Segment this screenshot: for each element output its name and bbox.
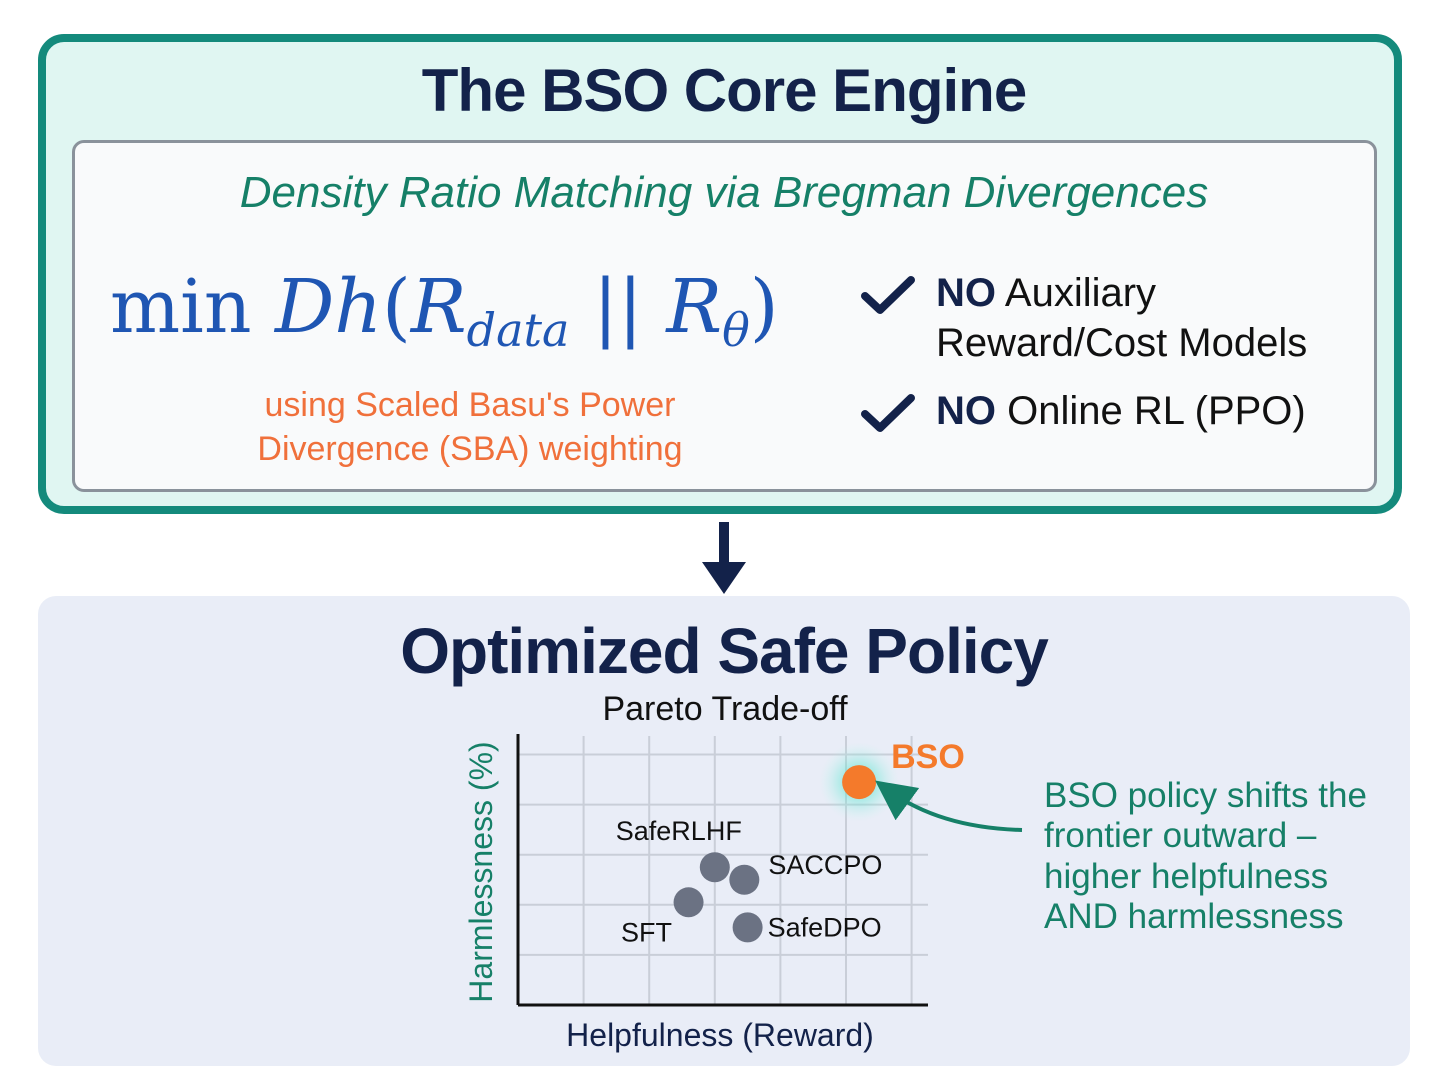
formula-r-theta: R	[666, 264, 723, 350]
formula-sub-theta: θ	[722, 302, 750, 357]
callout-text: BSO policy shifts the frontier outward –…	[1044, 776, 1367, 936]
chart-title: Pareto Trade-off	[602, 690, 848, 728]
down-arrow-icon	[702, 522, 746, 594]
formula-panel	[72, 140, 1377, 492]
formula-h: h	[334, 264, 383, 350]
engine-subtitle: Density Ratio Matching via Bregman Diver…	[239, 168, 1209, 217]
checkmark-icon	[861, 276, 915, 314]
objective-formula: min Dh(Rdata || Rθ)	[110, 270, 779, 353]
safe-policy-panel	[38, 596, 1410, 1066]
no-label: NO	[936, 389, 996, 433]
formula-note: using Scaled Basu's Power Divergence (SB…	[257, 386, 683, 468]
check-line-1: Online RL (PPO)	[1007, 389, 1306, 433]
formula-min: min	[110, 264, 252, 350]
formula-open-paren: (	[382, 264, 411, 350]
check-line-2: Reward/Cost Models	[936, 321, 1308, 365]
formula-r-data: R	[410, 264, 467, 350]
formula-close-paren: )	[749, 264, 779, 350]
policy-title: Optimized Safe Policy	[400, 615, 1049, 687]
check-text: NO Auxiliary Reward/Cost Models	[936, 268, 1307, 368]
check-line-1: Auxiliary	[1004, 271, 1157, 315]
formula-d: D	[275, 264, 335, 350]
formula-separator: ||	[592, 264, 643, 350]
check-text: NO Online RL (PPO)	[936, 386, 1306, 436]
no-label: NO	[936, 271, 996, 315]
formula-sub-data: data	[466, 302, 570, 357]
checkmark-icon	[861, 394, 915, 432]
core-engine-title: The BSO Core Engine	[421, 57, 1027, 124]
